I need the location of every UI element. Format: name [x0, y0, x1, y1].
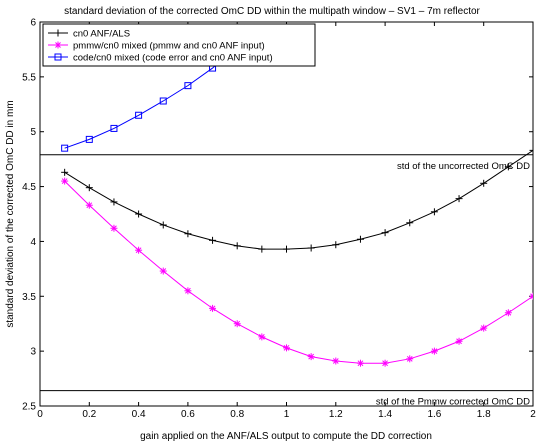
x-tick-label: 0.6 [181, 409, 195, 420]
data-point [504, 309, 512, 317]
data-point [283, 344, 290, 352]
legend-item: cn0 ANF/ALS [48, 29, 130, 40]
data-point [159, 267, 167, 275]
data-point [356, 235, 364, 243]
data-point [406, 219, 414, 227]
x-tick-label: 1.4 [378, 409, 392, 420]
data-point [283, 245, 290, 253]
data-point [159, 97, 167, 105]
y-tick-label: 2.5 [22, 402, 36, 413]
data-point [406, 355, 414, 363]
y-tick-label: 3 [30, 347, 36, 358]
data-point [332, 357, 340, 365]
series-line [64, 56, 226, 149]
data-point [184, 82, 192, 90]
series [61, 146, 533, 253]
y-tick-label: 4.5 [22, 182, 36, 193]
x-tick-label: 0 [37, 409, 43, 420]
data-point [85, 184, 93, 192]
data-point [85, 201, 93, 209]
legend-item: code/cn0 mixed (code error and cn0 ANF i… [48, 53, 273, 64]
reference-line-label: std of the Pmmw corrected OmC DD [376, 397, 530, 408]
data-point [184, 287, 192, 295]
x-axis: 0 0.2 0.4 0.6 0.8 1 1.2 1.4 1.6 1.8 2 [37, 22, 536, 420]
x-tick-label: 1 [284, 409, 290, 420]
chart-title: standard deviation of the corrected OmC … [64, 6, 480, 17]
y-tick-label: 6 [30, 18, 36, 29]
x-tick-label: 2 [530, 409, 536, 420]
legend-label: pmmw/cn0 mixed (pmmw and cn0 ANF input) [73, 41, 265, 52]
legend-item: pmmw/cn0 mixed (pmmw and cn0 ANF input) [48, 41, 265, 52]
data-point [381, 229, 389, 237]
x-axis-label: gain applied on the ANF/ALS output to co… [140, 431, 432, 442]
data-point [430, 208, 438, 216]
series-layer [61, 53, 533, 367]
data-point [233, 242, 241, 250]
series-line [64, 149, 533, 250]
x-tick-label: 1.8 [477, 409, 491, 420]
data-point [135, 111, 143, 119]
data-point [110, 198, 118, 206]
x-tick-label: 0.8 [230, 409, 244, 420]
y-tick-label: 5 [30, 127, 36, 138]
legend-label: code/cn0 mixed (code error and cn0 ANF i… [73, 53, 273, 64]
data-point [209, 304, 217, 312]
data-point [61, 144, 69, 152]
series [61, 177, 533, 367]
reference-lines: std of the uncorrected OmC DD std of the … [40, 154, 533, 408]
y-tick-label: 3.5 [22, 292, 36, 303]
data-point [61, 168, 69, 176]
data-point [110, 224, 118, 232]
data-point [455, 195, 463, 203]
data-point [381, 359, 389, 367]
data-point [504, 163, 512, 171]
data-point [184, 230, 192, 238]
data-point [54, 29, 62, 37]
data-point [307, 353, 315, 361]
y-tick-label: 4 [30, 237, 36, 248]
data-point [258, 333, 266, 341]
y-axis-label: standard deviation of the corrected OmC … [5, 100, 16, 327]
data-point [356, 359, 364, 367]
y-tick-label: 5.5 [22, 72, 36, 83]
data-point [455, 337, 463, 345]
x-tick-label: 1.6 [427, 409, 441, 420]
plot-area [39, 21, 534, 407]
reference-line-label: std of the uncorrected OmC DD [397, 161, 530, 172]
series-line [64, 180, 533, 364]
data-point [332, 241, 340, 249]
x-tick-label: 1.2 [329, 409, 343, 420]
data-point [480, 324, 488, 332]
data-point [85, 135, 93, 143]
data-point [54, 53, 62, 61]
data-point [159, 221, 167, 229]
data-point [529, 292, 533, 300]
data-point [233, 320, 241, 328]
data-point [307, 244, 315, 252]
data-point [61, 177, 69, 185]
data-point [480, 179, 488, 187]
data-point [209, 236, 217, 244]
data-point [430, 347, 438, 355]
data-point [110, 124, 118, 132]
data-point [135, 246, 143, 254]
data-point [529, 146, 533, 154]
legend-box [42, 23, 316, 67]
data-point [135, 210, 143, 218]
data-point [258, 245, 266, 253]
data-point [54, 41, 62, 49]
x-tick-label: 0.4 [132, 409, 146, 420]
x-tick-label: 0.2 [82, 409, 96, 420]
legend-label: cn0 ANF/ALS [73, 29, 130, 40]
